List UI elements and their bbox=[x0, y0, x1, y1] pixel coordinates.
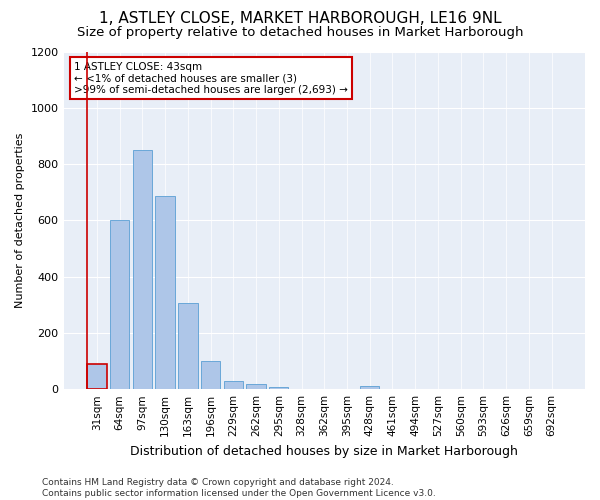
Text: 1, ASTLEY CLOSE, MARKET HARBOROUGH, LE16 9NL: 1, ASTLEY CLOSE, MARKET HARBOROUGH, LE16… bbox=[98, 11, 502, 26]
Bar bbox=[110, 220, 130, 389]
Bar bbox=[155, 196, 175, 389]
Bar bbox=[133, 150, 152, 389]
Bar bbox=[178, 304, 197, 389]
Bar bbox=[201, 361, 220, 389]
Bar bbox=[247, 384, 266, 389]
Bar bbox=[224, 382, 243, 389]
Y-axis label: Number of detached properties: Number of detached properties bbox=[15, 132, 25, 308]
Bar bbox=[87, 364, 107, 389]
Text: Contains HM Land Registry data © Crown copyright and database right 2024.
Contai: Contains HM Land Registry data © Crown c… bbox=[42, 478, 436, 498]
Text: Size of property relative to detached houses in Market Harborough: Size of property relative to detached ho… bbox=[77, 26, 523, 39]
Bar bbox=[269, 387, 289, 389]
Text: 1 ASTLEY CLOSE: 43sqm
← <1% of detached houses are smaller (3)
>99% of semi-deta: 1 ASTLEY CLOSE: 43sqm ← <1% of detached … bbox=[74, 62, 348, 95]
Bar bbox=[360, 386, 379, 389]
X-axis label: Distribution of detached houses by size in Market Harborough: Distribution of detached houses by size … bbox=[130, 444, 518, 458]
